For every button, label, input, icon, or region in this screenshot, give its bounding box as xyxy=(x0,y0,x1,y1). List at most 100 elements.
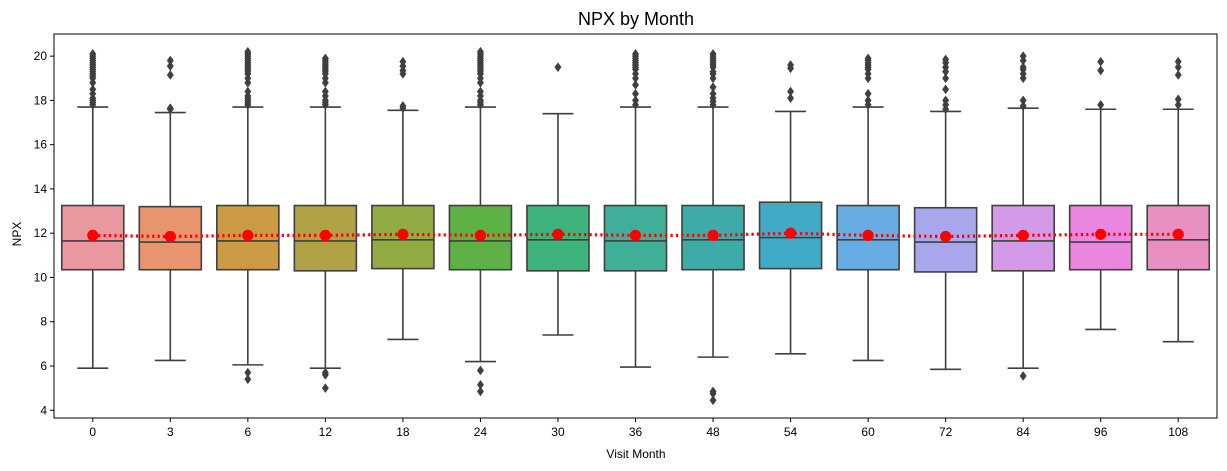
outlier-point xyxy=(709,395,717,406)
x-tick-label: 12 xyxy=(319,425,333,439)
outlier-point xyxy=(1097,65,1105,76)
y-tick-label: 12 xyxy=(34,226,48,240)
outlier-point xyxy=(631,88,640,99)
outlier-point xyxy=(1097,56,1105,67)
y-tick-label: 14 xyxy=(34,182,48,196)
x-tick-label: 72 xyxy=(939,425,953,439)
mean-point xyxy=(1172,228,1184,240)
y-tick-label: 20 xyxy=(34,49,48,63)
mean-point xyxy=(319,229,331,242)
outlier-point xyxy=(787,60,795,70)
outlier-point xyxy=(787,93,795,104)
outlier-point xyxy=(166,103,174,114)
outlier-point xyxy=(864,53,872,64)
outlier-point xyxy=(942,84,950,95)
x-tick-label: 60 xyxy=(861,425,875,439)
x-tick-label: 30 xyxy=(551,425,565,439)
x-tick-label: 84 xyxy=(1016,425,1030,439)
outlier-point xyxy=(1019,51,1027,62)
x-tick-label: 3 xyxy=(167,425,174,439)
mean-point xyxy=(552,228,564,240)
outlier-point xyxy=(244,374,252,385)
y-tick-label: 4 xyxy=(40,403,47,417)
outlier-point xyxy=(476,365,484,376)
outlier-point xyxy=(321,53,329,64)
y-tick-label: 6 xyxy=(40,359,47,373)
outlier-point xyxy=(244,86,252,97)
outlier-point xyxy=(1174,70,1182,80)
mean-point xyxy=(940,230,952,243)
outlier-point xyxy=(709,82,717,93)
outlier-point xyxy=(166,70,174,80)
outlier-point xyxy=(1097,99,1105,110)
mean-point xyxy=(707,229,719,242)
mean-point xyxy=(784,227,797,239)
outlier-point xyxy=(476,86,484,97)
outlier-point xyxy=(399,56,407,67)
x-tick-label: 108 xyxy=(1168,425,1188,439)
outlier-point xyxy=(321,367,329,378)
outlier-point xyxy=(476,386,484,397)
outlier-point xyxy=(321,383,329,394)
mean-point xyxy=(164,230,176,243)
outlier-point xyxy=(787,86,795,97)
x-axis-label: Visit Month xyxy=(606,447,665,461)
outlier-point xyxy=(631,48,640,59)
x-tick-label: 0 xyxy=(89,425,96,439)
mean-point xyxy=(1095,228,1107,240)
outlier-point xyxy=(709,88,717,99)
outlier-point xyxy=(1019,100,1027,111)
mean-point xyxy=(474,229,487,242)
outlier-point xyxy=(1174,99,1182,110)
plot-frame xyxy=(53,33,1218,419)
mean-point xyxy=(397,228,409,240)
outlier-point xyxy=(1174,56,1182,67)
box-60 xyxy=(836,204,900,271)
outlier-point xyxy=(476,46,484,57)
outlier-point xyxy=(166,55,174,66)
x-tick-label: 36 xyxy=(629,425,643,439)
outlier-point xyxy=(709,48,717,59)
outlier-point xyxy=(709,386,717,397)
outlier-point xyxy=(942,95,950,106)
outlier-point xyxy=(1174,94,1182,105)
x-tick-label: 18 xyxy=(396,425,410,439)
outlier-point xyxy=(631,79,640,90)
outlier-point xyxy=(942,73,950,84)
x-tick-label: 48 xyxy=(706,425,720,439)
outlier-point xyxy=(864,88,872,99)
mean-point xyxy=(629,229,642,242)
outlier-point xyxy=(554,62,562,73)
outlier-point xyxy=(321,86,329,97)
outlier-point xyxy=(399,100,407,111)
outlier-point xyxy=(244,46,252,57)
mean-point xyxy=(87,229,99,242)
mean-point xyxy=(1017,229,1029,242)
mean-point xyxy=(862,229,874,242)
outlier-point xyxy=(1174,62,1182,73)
x-tick-label: 54 xyxy=(784,425,798,439)
outlier-point xyxy=(1019,62,1027,73)
y-tick-label: 8 xyxy=(40,315,47,329)
outlier-point xyxy=(942,54,950,65)
chart-title: NPX by Month xyxy=(578,9,694,29)
outlier-point xyxy=(1019,371,1027,381)
x-tick-label: 96 xyxy=(1094,425,1108,439)
outlier-point xyxy=(864,95,872,106)
outlier-point xyxy=(1019,95,1027,106)
x-tick-label: 6 xyxy=(244,425,251,439)
x-tick-label: 24 xyxy=(474,425,488,439)
outlier-point xyxy=(89,48,97,59)
outlier-point xyxy=(476,379,484,390)
outlier-point xyxy=(89,84,97,95)
y-tick-label: 18 xyxy=(34,93,48,107)
outlier-point xyxy=(244,367,252,378)
y-tick-label: 16 xyxy=(34,138,48,152)
outlier-point xyxy=(166,61,174,72)
y-axis-label: NPX xyxy=(10,222,24,247)
outlier-point xyxy=(631,95,640,106)
mean-point xyxy=(242,229,254,242)
